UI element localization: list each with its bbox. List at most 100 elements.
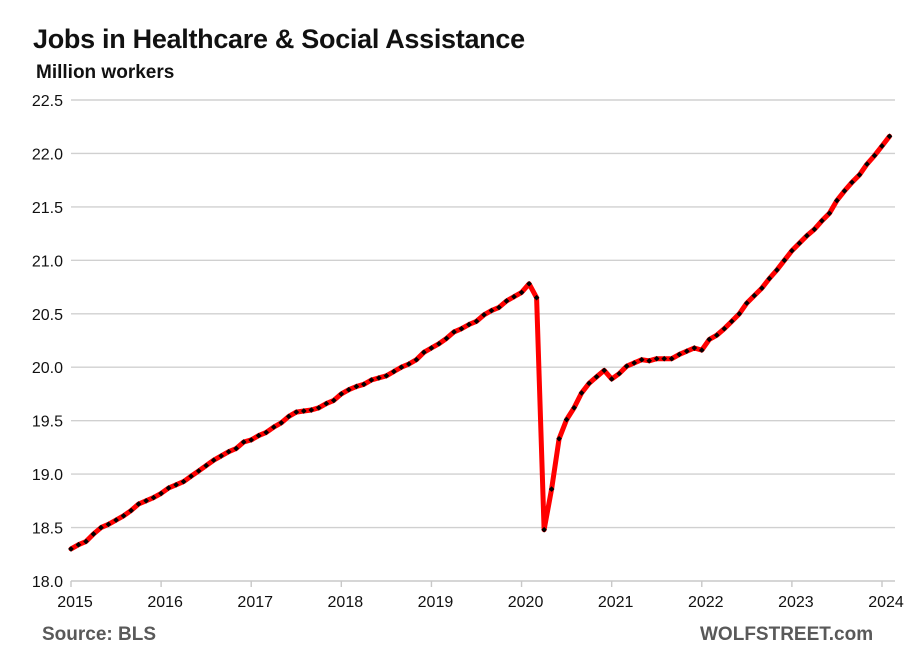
y-tick-label: 21.5	[32, 200, 63, 217]
data-point	[240, 439, 247, 445]
data-point	[458, 325, 465, 332]
data-point	[616, 370, 623, 377]
data-point	[533, 294, 540, 301]
data-point	[210, 457, 217, 464]
data-point	[113, 517, 119, 523]
data-point	[811, 226, 818, 233]
data-point	[376, 375, 382, 381]
series-line	[68, 133, 892, 552]
data-point	[105, 521, 112, 528]
data-point	[826, 210, 833, 217]
data-point	[563, 416, 570, 423]
data-point	[541, 526, 547, 533]
data-point	[338, 391, 345, 397]
y-axis: 18.0 18.5 19.0 19.5 20.0 20.5 21.0 21.5 22.0 22.5	[32, 93, 63, 591]
data-point	[345, 386, 352, 393]
data-point	[518, 289, 525, 296]
data-point	[571, 404, 577, 411]
data-point	[248, 437, 255, 443]
x-tick-label: 2020	[508, 594, 544, 611]
y-tick-label: 20.0	[32, 360, 63, 377]
chart-title: Jobs in Healthcare & Social Assistance	[33, 24, 525, 54]
data-point	[83, 538, 89, 545]
series-layer	[68, 133, 893, 552]
source-note: Source: BLS	[42, 624, 157, 645]
y-tick-label: 22.5	[32, 93, 63, 110]
data-point	[225, 448, 232, 455]
data-point	[713, 332, 720, 339]
x-tick-label: 2024	[868, 594, 904, 611]
data-point	[661, 355, 668, 362]
data-point	[593, 373, 600, 380]
data-point	[526, 280, 532, 287]
data-point	[443, 335, 450, 342]
data-point	[759, 285, 765, 291]
data-point	[195, 468, 202, 474]
data-point	[451, 329, 457, 335]
data-point	[623, 363, 630, 370]
data-point	[143, 497, 149, 504]
data-point	[315, 404, 322, 411]
data-point	[819, 217, 825, 224]
data-point	[653, 355, 660, 362]
data-point	[789, 247, 795, 254]
data-point	[556, 435, 562, 442]
gridlines	[71, 99, 895, 529]
chart-subtitle: Million workers	[36, 62, 175, 83]
x-tick-label: 2018	[328, 594, 364, 611]
data-point	[255, 432, 262, 439]
x-tick-label: 2022	[688, 594, 724, 611]
data-point	[383, 372, 390, 379]
data-point	[263, 429, 270, 436]
data-point	[473, 318, 480, 325]
y-tick-label: 21.0	[32, 253, 63, 270]
data-point	[428, 345, 435, 351]
data-point	[646, 357, 653, 364]
data-point	[180, 478, 187, 485]
data-point	[173, 481, 179, 488]
data-point	[368, 377, 375, 383]
data-point	[503, 298, 510, 304]
data-point	[233, 445, 240, 452]
data-point	[300, 408, 307, 414]
data-point	[601, 367, 608, 374]
data-point	[683, 348, 690, 355]
data-point	[548, 486, 555, 492]
data-point	[871, 152, 878, 159]
data-point	[391, 368, 397, 375]
data-point	[668, 355, 675, 362]
y-tick-label: 18.0	[32, 574, 63, 591]
x-axis: 2015 2016 2017 2018 2019 2020 2021 2022 2023 2024	[57, 580, 904, 611]
data-point	[98, 524, 104, 531]
data-point	[608, 376, 615, 382]
data-point	[676, 351, 683, 358]
data-point	[834, 197, 840, 204]
y-tick-label: 20.5	[32, 307, 63, 324]
data-point	[586, 380, 592, 387]
data-point	[278, 419, 285, 426]
data-point	[751, 292, 758, 299]
x-tick-label: 2021	[598, 594, 634, 611]
data-point	[398, 364, 405, 371]
data-point	[158, 490, 164, 497]
data-point	[330, 397, 337, 404]
data-point	[706, 336, 713, 343]
data-point	[120, 512, 127, 519]
data-point	[796, 240, 803, 247]
data-point	[698, 347, 705, 353]
y-tick-label: 19.0	[32, 467, 63, 484]
data-point	[496, 304, 502, 311]
data-point	[488, 307, 495, 314]
data-point	[218, 453, 225, 459]
data-point	[578, 390, 585, 396]
data-point	[308, 407, 315, 413]
data-point	[728, 318, 735, 325]
data-point	[466, 321, 472, 328]
data-point	[691, 345, 698, 351]
data-point	[203, 462, 210, 469]
brand-watermark: WOLFSTREET.com	[700, 624, 874, 645]
data-point	[188, 473, 194, 480]
data-point	[804, 232, 810, 239]
data-point	[75, 541, 82, 548]
